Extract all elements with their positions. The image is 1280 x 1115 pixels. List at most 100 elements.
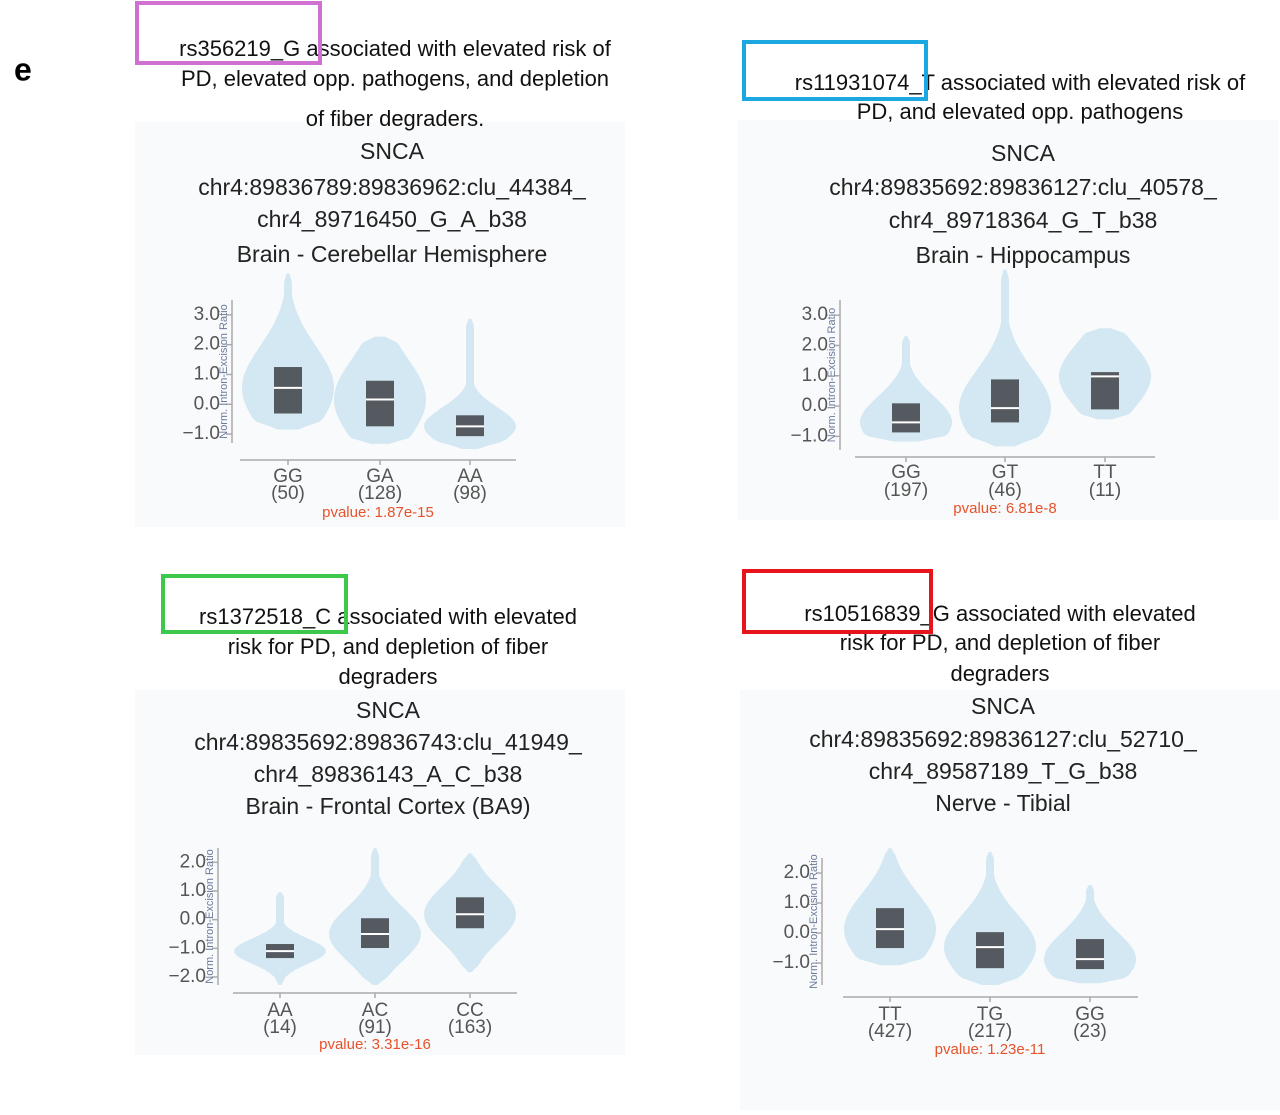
plot-background bbox=[135, 690, 625, 1055]
pvalue: pvalue: 1.87e-15 bbox=[322, 504, 434, 521]
caption-line: PD, elevated opp. pathogens, and depleti… bbox=[181, 66, 609, 91]
chart-title: SNCA bbox=[991, 140, 1056, 166]
caption-text: associated with elevated bbox=[337, 604, 577, 629]
iqr-box bbox=[976, 932, 1004, 969]
iqr-box bbox=[366, 380, 394, 427]
caption-line: rs356219_G associated with elevated risk… bbox=[179, 36, 612, 61]
x-tick-label: TT bbox=[878, 1004, 902, 1025]
y-tick-label: 2.0 bbox=[194, 334, 220, 355]
chart-title: chr4:89835692:89836743:clu_41949_ bbox=[194, 729, 583, 755]
chart-title: Brain - Hippocampus bbox=[916, 242, 1131, 268]
violin bbox=[424, 318, 516, 449]
violin bbox=[1044, 885, 1136, 984]
y-tick-label: −1.0 bbox=[168, 937, 206, 958]
y-tick-label: 0.0 bbox=[180, 909, 206, 930]
violin-chart: rs11931074_T associated with elevated ri… bbox=[738, 40, 1278, 520]
snp-highlight bbox=[161, 574, 348, 634]
y-axis-label: Norm. Intron-Excision Ratio bbox=[808, 854, 820, 989]
y-tick-label: 2.0 bbox=[802, 334, 828, 355]
y-tick-label: 0.0 bbox=[784, 922, 810, 943]
caption-line: degraders bbox=[950, 661, 1049, 686]
caption-line: rs10516839_G associated with elevated bbox=[804, 601, 1195, 626]
chart-title: chr4_89718364_G_T_b38 bbox=[889, 207, 1158, 233]
y-axis-label: Norm. Intron-Excision Ratio bbox=[826, 308, 838, 443]
violin bbox=[234, 892, 326, 985]
iqr-box bbox=[1076, 939, 1104, 970]
sample-count: (98) bbox=[453, 483, 487, 504]
x-tick-label: AC bbox=[362, 1000, 388, 1021]
iqr-box bbox=[876, 908, 904, 949]
sample-count: (217) bbox=[968, 1021, 1012, 1042]
chart-title: chr4_89716450_G_A_b38 bbox=[257, 206, 527, 232]
violin bbox=[844, 848, 936, 966]
caption-line: degraders bbox=[338, 664, 437, 689]
y-tick-label: 1.0 bbox=[802, 365, 828, 386]
sample-count: (14) bbox=[263, 1017, 297, 1038]
y-tick-label: 3.0 bbox=[802, 304, 828, 325]
x-tick-label: GG bbox=[273, 466, 303, 487]
sample-count: (46) bbox=[988, 480, 1022, 501]
chart-title: SNCA bbox=[356, 697, 421, 723]
chart-title: SNCA bbox=[971, 693, 1036, 719]
x-tick-label: GG bbox=[1075, 1004, 1105, 1025]
y-tick-label: −1.0 bbox=[790, 425, 828, 446]
chart-title: chr4:89836789:89836962:clu_44384_ bbox=[198, 174, 587, 200]
y-tick-label: −1.0 bbox=[182, 423, 220, 444]
chart-title: chr4:89835692:89836127:clu_40578_ bbox=[829, 174, 1218, 200]
x-tick-label: GA bbox=[366, 466, 394, 487]
iqr-box bbox=[456, 897, 484, 929]
sample-count: (11) bbox=[1089, 480, 1121, 501]
snp-highlight bbox=[135, 1, 322, 65]
violin bbox=[329, 848, 421, 985]
y-axis-label: Norm. Intron-Excision Ratio bbox=[204, 849, 216, 984]
x-tick-label: AA bbox=[457, 466, 483, 487]
panel-label: e bbox=[14, 51, 32, 87]
snp-id: rs1372518_C bbox=[199, 604, 331, 629]
chart-title: chr4_89836143_A_C_b38 bbox=[254, 761, 523, 787]
violin-chart: rs356219_G associated with elevated risk… bbox=[135, 1, 625, 527]
iqr-box bbox=[892, 403, 920, 433]
sample-count: (91) bbox=[358, 1017, 392, 1038]
violin bbox=[944, 852, 1036, 985]
caption-text: associated with elevated risk of bbox=[306, 36, 611, 61]
snp-highlight bbox=[742, 569, 933, 634]
snp-id: rs356219_G bbox=[179, 36, 300, 61]
y-tick-label: 1.0 bbox=[194, 363, 220, 384]
x-tick-label: CC bbox=[456, 1000, 483, 1021]
sample-count: (50) bbox=[271, 483, 305, 504]
y-tick-label: −2.0 bbox=[168, 966, 206, 987]
snp-id: rs10516839_G bbox=[804, 601, 950, 626]
sample-count: (163) bbox=[448, 1017, 492, 1038]
caption-text: associated with elevated bbox=[956, 601, 1196, 626]
x-tick-label: GT bbox=[992, 462, 1019, 483]
x-tick-label: GG bbox=[891, 462, 921, 483]
chart-title: chr4_89587189_T_G_b38 bbox=[869, 758, 1138, 784]
caption-line: rs11931074_T associated with elevated ri… bbox=[795, 70, 1246, 95]
iqr-box bbox=[991, 379, 1019, 423]
pvalue: pvalue: 6.81e-8 bbox=[953, 500, 1056, 517]
iqr-box bbox=[274, 367, 302, 414]
chart-title: SNCA bbox=[360, 138, 425, 164]
pvalue: pvalue: 3.31e-16 bbox=[319, 1036, 431, 1053]
y-tick-label: 2.0 bbox=[180, 851, 206, 872]
sample-count: (197) bbox=[884, 480, 928, 501]
violin bbox=[242, 273, 334, 430]
violin bbox=[959, 269, 1051, 447]
caption-text: associated with elevated risk of bbox=[941, 70, 1246, 95]
x-tick-label: AA bbox=[267, 1000, 293, 1021]
chart-title: Brain - Frontal Cortex (BA9) bbox=[245, 793, 530, 819]
caption-line: risk for PD, and depletion of fiber bbox=[228, 634, 548, 659]
snp-id: rs11931074_T bbox=[795, 70, 935, 95]
violin-chart: rs10516839_G associated with elevatedris… bbox=[740, 569, 1280, 1110]
caption-line: rs1372518_C associated with elevated bbox=[199, 604, 577, 629]
chart-title: chr4:89835692:89836127:clu_52710_ bbox=[809, 726, 1198, 752]
sample-count: (23) bbox=[1073, 1021, 1107, 1042]
sample-count: (128) bbox=[358, 483, 402, 504]
y-tick-label: 0.0 bbox=[802, 395, 828, 416]
y-tick-label: 1.0 bbox=[180, 880, 206, 901]
y-tick-label: 1.0 bbox=[784, 892, 810, 913]
plot-background bbox=[740, 690, 1280, 1110]
caption-line: of fiber degraders. bbox=[306, 106, 485, 131]
y-tick-label: −1.0 bbox=[772, 952, 810, 973]
